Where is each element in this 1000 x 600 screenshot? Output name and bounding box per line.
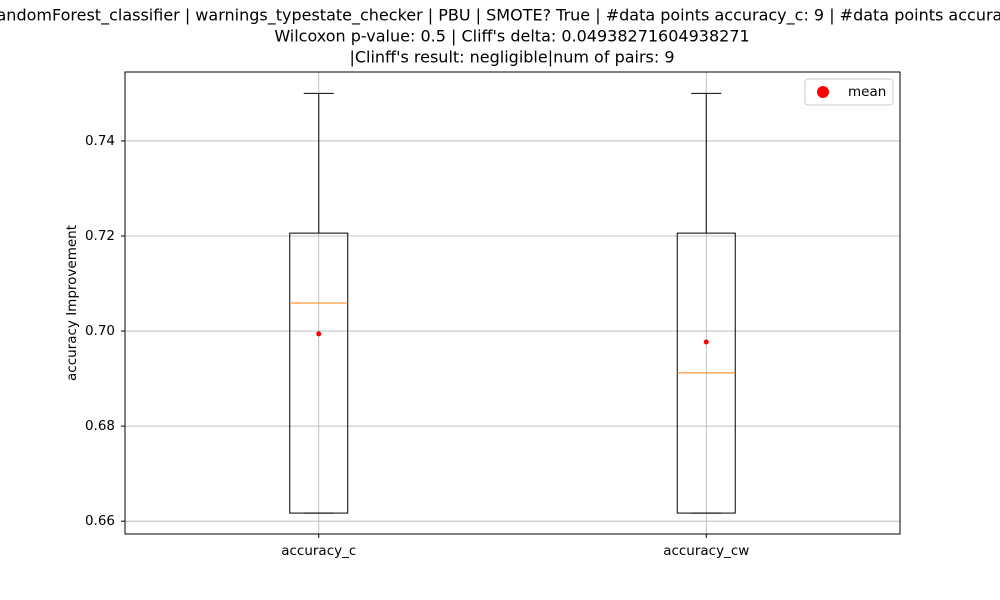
legend-box [804, 78, 894, 106]
y-tick-label: 0.66 [85, 513, 115, 529]
legend-label: mean [848, 84, 886, 100]
x-tick-label: accuracy_cw [663, 543, 749, 559]
box [289, 232, 349, 514]
chart-subtitle: |Clinff's result: negligible|num of pair… [349, 48, 674, 67]
x-tick-label: accuracy_c [281, 543, 356, 559]
plot-frame [124, 71, 901, 535]
chart-subtitle: Wilcoxon p-value: 0.5 | Cliff's delta: 0… [274, 27, 749, 46]
mean-point [703, 339, 709, 345]
chart-title: RandomForest_classifier | warnings_types… [0, 6, 1000, 26]
y-tick-label: 0.74 [85, 133, 115, 149]
y-tick-label: 0.70 [85, 323, 115, 339]
y-tick-label: 0.72 [85, 228, 115, 244]
legend-marker [817, 86, 829, 98]
y-axis-label: accuracy Improvement [64, 225, 80, 381]
mean-point [316, 331, 322, 337]
y-tick-label: 0.68 [85, 418, 115, 434]
